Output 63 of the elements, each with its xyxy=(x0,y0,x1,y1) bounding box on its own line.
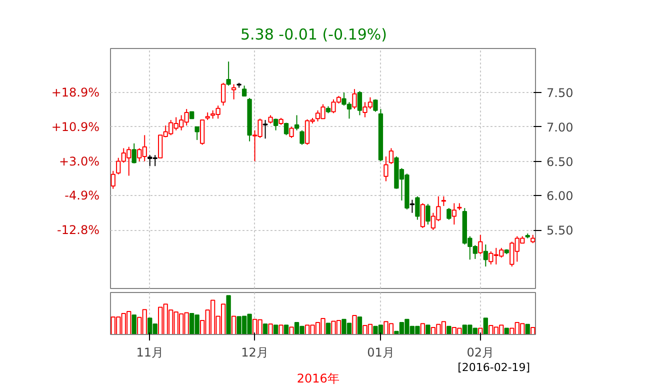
candlestick xyxy=(220,82,226,106)
y-tick-label: 6.00 xyxy=(546,189,574,204)
candlestick xyxy=(446,208,452,220)
candlestick xyxy=(284,122,289,136)
candlestick xyxy=(294,114,300,131)
candlestick xyxy=(452,202,457,226)
bar xyxy=(262,324,268,334)
bar xyxy=(326,322,331,334)
bar xyxy=(289,326,294,334)
y-tick-label: 5.50 xyxy=(546,224,574,238)
candlestick xyxy=(242,85,247,96)
candlestick xyxy=(384,156,388,182)
candlestick xyxy=(352,88,357,110)
candlestick xyxy=(388,148,394,165)
bar xyxy=(284,324,289,334)
candlestick xyxy=(483,244,488,267)
x-tick-label: 12月 xyxy=(241,346,268,360)
candlestick xyxy=(200,120,205,146)
candlestick xyxy=(478,234,483,255)
y-tick-label: 6.50 xyxy=(546,154,574,169)
x-tick-label: 11月 xyxy=(136,346,164,360)
candlestick xyxy=(300,130,304,146)
candlestick xyxy=(226,61,231,86)
candlestick xyxy=(426,203,430,226)
candlestick xyxy=(273,118,278,131)
text: [2016-02-19] xyxy=(458,361,530,374)
x-tick-label: 01月 xyxy=(367,346,394,360)
candlestick xyxy=(415,196,420,220)
candlestick xyxy=(110,170,116,190)
candlestick xyxy=(373,98,378,112)
candlestick xyxy=(194,126,200,140)
x-tick-label: 02月 xyxy=(466,346,494,360)
y-tick-label: 7.00 xyxy=(546,120,574,134)
bar xyxy=(525,324,530,334)
chart-title: 5.38 -0.01 (-0.19%) xyxy=(240,26,388,44)
y2-tick-label: +10.9% xyxy=(51,120,100,134)
y2-tick-label: +3.0% xyxy=(58,154,100,168)
candlestick xyxy=(357,90,362,116)
candlestick xyxy=(262,120,268,140)
bar xyxy=(530,327,536,334)
bar xyxy=(273,324,278,334)
candlestick xyxy=(420,202,426,228)
bar xyxy=(426,324,430,334)
bar xyxy=(446,326,452,334)
bar xyxy=(231,316,236,334)
candlestick xyxy=(441,196,446,206)
candlestick xyxy=(132,142,136,164)
candlestick xyxy=(231,84,236,100)
y-tick-label: 7.50 xyxy=(546,86,574,100)
y2-tick-label: -4.9% xyxy=(64,188,100,203)
bar xyxy=(483,318,488,334)
bar xyxy=(278,324,284,334)
bar xyxy=(357,316,362,334)
candlestick xyxy=(410,199,415,214)
bar xyxy=(352,314,357,334)
y2-tick-label: +18.9% xyxy=(51,85,100,100)
x-axis-title: 2016年 xyxy=(296,372,340,386)
y2-tick-label: -12.8% xyxy=(57,222,100,237)
bar xyxy=(226,295,231,334)
bar xyxy=(132,314,136,334)
bar xyxy=(420,323,426,334)
candlestick xyxy=(289,126,294,138)
bar xyxy=(268,324,273,334)
